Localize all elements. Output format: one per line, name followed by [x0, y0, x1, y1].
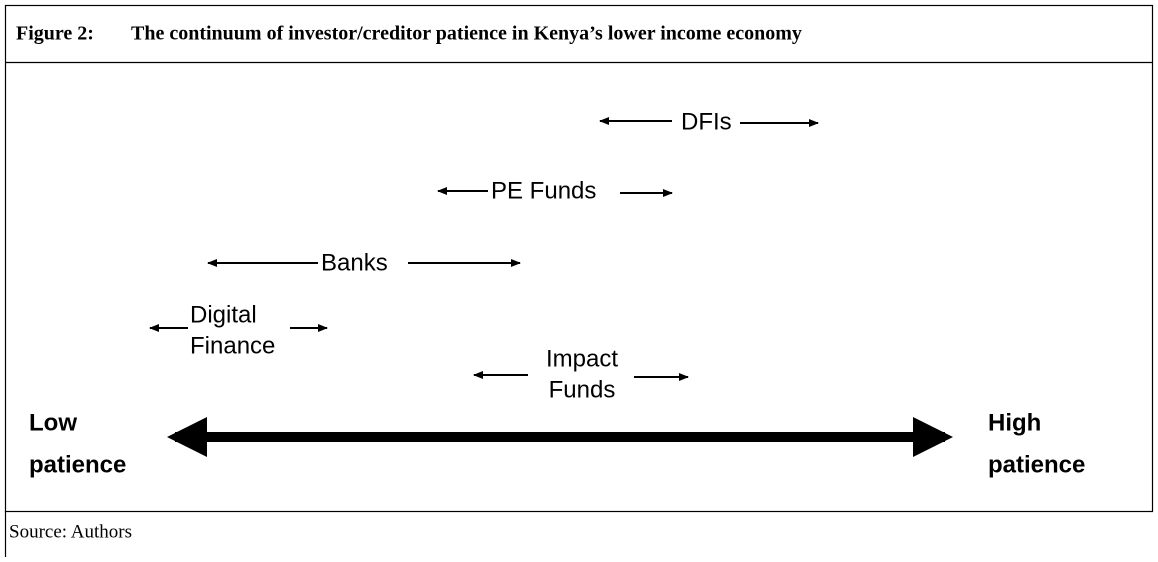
node-label: Impact — [546, 345, 618, 372]
axis-low-label: Low — [29, 409, 77, 436]
node-label: PE Funds — [491, 177, 596, 204]
arrows — [149, 117, 953, 457]
node-label: DFIs — [681, 108, 732, 135]
source-note: Source: Authors — [9, 521, 132, 542]
axis-high-label: High — [988, 409, 1041, 436]
axis-high-label: patience — [988, 451, 1085, 478]
node-label: Banks — [321, 249, 388, 276]
node-label: Finance — [190, 332, 275, 359]
frame — [4, 4, 1154, 513]
node-label: Digital — [190, 301, 257, 328]
figure-label: Figure 2: — [16, 23, 94, 45]
figure-title: The continuum of investor/creditor patie… — [131, 23, 802, 45]
axis-low-label: patience — [29, 451, 126, 478]
node-label: Funds — [549, 376, 616, 403]
